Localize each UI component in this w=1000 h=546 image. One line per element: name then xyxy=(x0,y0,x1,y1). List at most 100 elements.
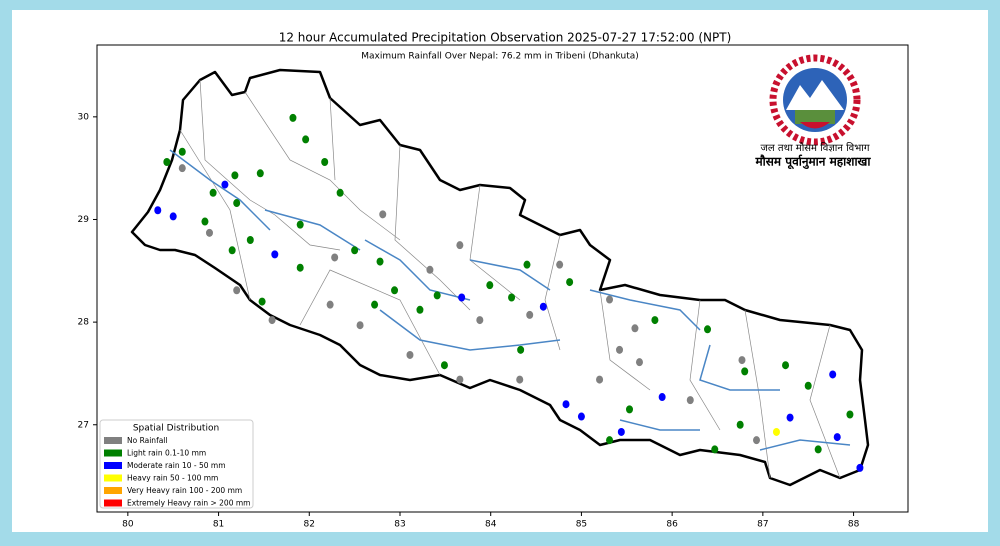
station xyxy=(517,345,525,354)
station xyxy=(268,316,276,325)
station xyxy=(289,113,297,122)
x-tick-label: 81 xyxy=(213,520,224,530)
station xyxy=(205,228,213,237)
division-name: मौसम पूर्वानुमान महाशाखा xyxy=(755,155,872,170)
station xyxy=(178,147,186,156)
station xyxy=(846,410,854,419)
station xyxy=(351,246,359,255)
station xyxy=(562,400,570,409)
station xyxy=(556,260,564,269)
legend-label: Heavy rain 50 - 100 mm xyxy=(127,474,218,483)
station xyxy=(209,188,217,197)
station xyxy=(336,188,344,197)
station xyxy=(233,199,241,208)
station xyxy=(391,286,399,295)
station xyxy=(829,370,837,379)
legend-label: Moderate rain 10 - 50 mm xyxy=(127,461,226,470)
station xyxy=(526,310,534,319)
x-tick-label: 82 xyxy=(304,520,315,530)
legend: Spatial Distribution No Rainfall Light ra… xyxy=(99,419,254,509)
legend-swatch xyxy=(104,462,122,469)
station xyxy=(738,356,746,365)
station xyxy=(704,325,712,334)
station xyxy=(856,463,864,472)
station xyxy=(736,420,744,429)
station xyxy=(426,265,434,274)
station xyxy=(711,445,719,454)
map-subtitle: Maximum Rainfall Over Nepal: 76.2 mm in … xyxy=(361,52,639,62)
station xyxy=(371,300,379,309)
station xyxy=(458,293,466,302)
x-tick-label: 87 xyxy=(757,520,768,530)
station xyxy=(201,217,209,226)
legend-swatch xyxy=(104,449,122,457)
station xyxy=(686,396,694,405)
map-title: 12 hour Accumulated Precipitation Observ… xyxy=(279,31,732,45)
station xyxy=(221,180,229,189)
station xyxy=(631,324,639,333)
station xyxy=(296,263,304,272)
nepal-outline xyxy=(130,68,870,487)
station xyxy=(508,293,516,302)
station xyxy=(741,367,749,376)
station xyxy=(321,158,329,167)
x-tick-label: 83 xyxy=(394,520,405,530)
station xyxy=(302,135,310,144)
station xyxy=(154,206,162,215)
station xyxy=(782,361,790,370)
station xyxy=(178,164,186,173)
y-tick-label: 29 xyxy=(78,215,90,225)
legend-label: Extremely Heavy rain > 200 mm xyxy=(127,499,250,508)
station xyxy=(616,345,624,354)
station xyxy=(228,246,236,255)
y-tick-label: 28 xyxy=(78,318,90,328)
station xyxy=(486,281,494,290)
station xyxy=(296,220,304,229)
station xyxy=(326,300,334,309)
station xyxy=(635,358,643,367)
station xyxy=(566,278,574,287)
rivers xyxy=(169,149,851,451)
station xyxy=(626,405,634,414)
legend-title: Spatial Distribution xyxy=(133,424,219,434)
station xyxy=(376,257,384,266)
station xyxy=(577,412,585,421)
station xyxy=(169,212,177,221)
station xyxy=(772,427,780,436)
station xyxy=(356,321,364,330)
station xyxy=(804,381,812,390)
station xyxy=(233,286,241,295)
station xyxy=(416,305,424,314)
legend-swatch xyxy=(104,474,122,482)
station xyxy=(163,158,171,167)
legend-swatch xyxy=(104,499,122,507)
station xyxy=(456,241,464,250)
station xyxy=(596,375,604,384)
station xyxy=(440,361,448,370)
legend-swatch xyxy=(104,437,122,444)
station xyxy=(833,433,841,442)
x-tick-label: 80 xyxy=(122,520,134,530)
legend-box xyxy=(99,419,254,509)
x-tick-label: 85 xyxy=(576,520,587,530)
station xyxy=(814,445,822,454)
x-tick-label: 88 xyxy=(848,520,860,530)
y-tick-label: 30 xyxy=(78,112,90,122)
station xyxy=(258,297,266,306)
y-tick-label: 27 xyxy=(78,420,89,430)
station xyxy=(786,413,794,422)
legend-swatch xyxy=(104,487,122,494)
legend-label: No Rainfall xyxy=(127,436,167,445)
station xyxy=(539,302,547,311)
station xyxy=(523,260,531,269)
station xyxy=(456,375,464,384)
station xyxy=(433,291,441,300)
agency-name: जल तथा मौसम विज्ञान विभाग xyxy=(760,142,869,154)
station xyxy=(651,316,659,325)
station xyxy=(658,393,666,402)
x-tick-label: 84 xyxy=(485,520,497,530)
x-tick-label: 86 xyxy=(666,520,678,530)
station xyxy=(606,436,614,445)
station xyxy=(231,171,239,180)
